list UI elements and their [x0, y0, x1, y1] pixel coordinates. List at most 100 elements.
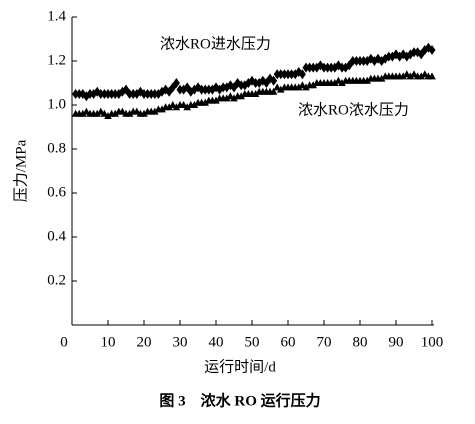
- point: [406, 72, 415, 80]
- point: [219, 82, 227, 93]
- point: [327, 62, 335, 73]
- point: [331, 79, 339, 86]
- point: [377, 74, 386, 82]
- point: [269, 87, 278, 95]
- point: [324, 62, 332, 73]
- point: [334, 76, 343, 84]
- point: [97, 89, 105, 99]
- point: [100, 109, 109, 117]
- point: [428, 45, 436, 55]
- point: [140, 109, 148, 117]
- x-tick-label: 10: [101, 334, 116, 350]
- point: [273, 83, 281, 91]
- x-tick-label: 60: [281, 334, 296, 350]
- point: [133, 107, 141, 115]
- point: [298, 81, 307, 89]
- point: [126, 89, 134, 99]
- point: [183, 103, 191, 111]
- point: [100, 89, 108, 99]
- point: [338, 79, 346, 86]
- point: [172, 103, 181, 111]
- point: [198, 84, 206, 95]
- point: [144, 89, 152, 99]
- point: [212, 96, 220, 104]
- x-tick-label: 20: [137, 334, 152, 350]
- y-tick-label: 0.2: [47, 272, 66, 288]
- point: [172, 78, 180, 88]
- point: [421, 70, 429, 78]
- y-tick-label: 0.6: [47, 184, 66, 200]
- point: [295, 83, 303, 91]
- point: [79, 109, 87, 117]
- x-tick-label: 90: [389, 334, 404, 350]
- point: [338, 62, 346, 73]
- point: [147, 89, 155, 99]
- point: [309, 81, 317, 89]
- point: [288, 69, 296, 80]
- point: [309, 62, 317, 73]
- point: [108, 89, 116, 99]
- point: [277, 69, 285, 80]
- point: [179, 101, 188, 108]
- point: [356, 56, 364, 66]
- point: [72, 89, 80, 99]
- point: [129, 89, 137, 99]
- x-tick-label: 100: [421, 334, 444, 350]
- point: [349, 56, 357, 66]
- point: [280, 69, 288, 80]
- x-tick-label: 70: [317, 334, 332, 350]
- point: [165, 103, 173, 111]
- point: [223, 94, 231, 102]
- point: [176, 84, 184, 95]
- series-annotation: 浓水RO进水压力: [160, 35, 271, 52]
- point: [237, 80, 245, 91]
- point: [399, 72, 407, 80]
- point: [201, 84, 209, 95]
- point: [352, 56, 360, 66]
- y-tick-label: 1.0: [47, 96, 66, 112]
- point: [363, 76, 371, 84]
- point: [284, 69, 292, 80]
- y-tick-label: 0.4: [47, 228, 66, 244]
- point: [97, 107, 105, 115]
- point: [270, 75, 278, 86]
- y-tick-label: 1.4: [47, 8, 66, 24]
- point: [230, 94, 238, 102]
- point: [151, 107, 159, 115]
- point: [277, 85, 285, 93]
- series-annotation: 浓水RO浓水压力: [298, 101, 409, 118]
- point: [410, 70, 418, 78]
- point: [151, 89, 159, 99]
- point: [190, 101, 199, 108]
- point: [205, 84, 213, 95]
- point: [251, 90, 260, 97]
- y-tick-label: 1.2: [47, 52, 66, 68]
- point: [111, 89, 119, 99]
- x-tick-label: 30: [173, 334, 188, 350]
- x-tick-label: 80: [353, 334, 368, 350]
- x-tick-label: 50: [245, 334, 260, 350]
- y-tick-label: 0.8: [47, 140, 66, 156]
- point: [104, 89, 112, 99]
- point: [169, 101, 177, 108]
- point: [111, 109, 119, 117]
- point: [320, 62, 328, 73]
- point: [298, 69, 306, 80]
- x-tick-label: 40: [209, 334, 224, 350]
- point: [226, 92, 235, 100]
- point: [273, 69, 281, 80]
- point: [201, 98, 209, 106]
- point: [158, 105, 166, 113]
- point: [75, 89, 83, 99]
- point: [360, 56, 368, 66]
- point: [306, 62, 314, 73]
- point: [82, 107, 91, 115]
- caption: 图 3 浓水 RO 运行压力: [159, 391, 320, 409]
- point: [86, 89, 94, 99]
- point: [93, 109, 101, 117]
- y-axis-label: 压力/MPa: [12, 139, 29, 202]
- point: [417, 72, 425, 80]
- point: [428, 72, 436, 80]
- point: [252, 78, 260, 88]
